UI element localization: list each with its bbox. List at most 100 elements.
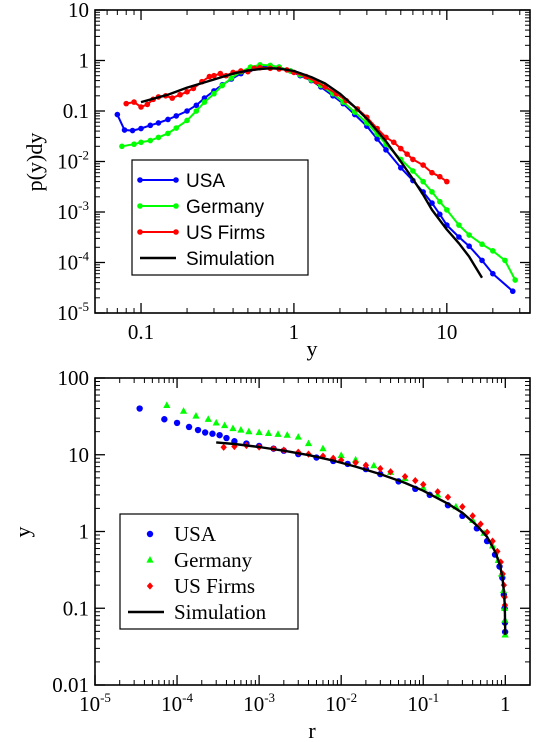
data-point	[437, 198, 443, 205]
data-point	[173, 125, 180, 131]
data-point	[387, 468, 394, 476]
legend-label: US Firms	[186, 223, 265, 244]
legend-label: Simulation	[174, 600, 267, 624]
data-point	[362, 461, 370, 469]
series-simulation	[140, 67, 484, 279]
data-point	[228, 75, 235, 81]
data-point	[231, 442, 238, 451]
y-tick-label: 0.1	[63, 596, 89, 620]
data-point	[184, 117, 190, 124]
data-point	[129, 127, 136, 134]
y-tick-label: 10-5	[57, 299, 89, 325]
chart-panel-2: 10-5 10-4 10-3 10-2 10-1 1 100 10 1 0.1 0.01 r y USAG…	[10, 366, 531, 742]
data-point	[245, 427, 253, 435]
data-point	[429, 200, 435, 206]
data-point	[121, 127, 128, 133]
data-point	[201, 429, 209, 436]
data-point	[147, 122, 154, 129]
legend-label: Simulation	[186, 249, 275, 270]
plot-frame	[94, 9, 531, 314]
data-point	[138, 104, 144, 110]
chart-panel-1: 0.1 1 10 10 1 0.1 10-2 10-3 10-4 10-5 y p(y)dy USA Ge…	[22, 0, 531, 361]
legend-swatch-dot	[137, 203, 143, 209]
legend-swatch-dot	[173, 177, 179, 183]
data-point	[319, 444, 327, 452]
legend-label: US Firms	[174, 574, 255, 598]
data-point	[264, 429, 273, 436]
data-point	[434, 488, 441, 496]
x-tick-label: 10-5	[79, 690, 111, 716]
plot-frame	[94, 377, 531, 686]
data-point	[209, 430, 216, 437]
y-tick-label: 0.01	[52, 673, 89, 697]
x-tick-label: 1	[500, 692, 511, 716]
data-point	[404, 151, 410, 157]
data-point	[193, 108, 200, 114]
data-point	[420, 178, 426, 185]
y-tick-label: 10	[68, 0, 89, 22]
data-point	[131, 99, 137, 105]
data-point	[466, 243, 472, 250]
legend-swatch-dot	[137, 177, 143, 183]
data-point	[136, 405, 143, 412]
y-tick-label: 10	[68, 443, 89, 467]
data-point	[201, 99, 208, 105]
data-point	[173, 113, 180, 119]
data-point	[237, 426, 245, 433]
data-point	[193, 102, 200, 109]
data-point	[169, 95, 176, 101]
data-point	[420, 480, 427, 489]
data-point	[410, 156, 416, 163]
data-point	[429, 169, 435, 176]
legend-swatch	[146, 530, 154, 538]
minor-ticks	[95, 378, 530, 685]
data-point	[211, 72, 217, 79]
data-point	[390, 139, 397, 146]
data-point	[216, 431, 223, 439]
legend-label: USA	[174, 522, 217, 546]
legend-label: Germany	[186, 197, 265, 218]
data-point	[131, 141, 137, 148]
data-point	[165, 130, 171, 137]
data-point	[479, 257, 485, 264]
data-point	[383, 147, 389, 153]
x-axis-label: r	[308, 718, 316, 742]
data-point	[512, 277, 518, 283]
legend: USA Germany US Firms Simulation	[131, 159, 309, 276]
data-point	[490, 248, 496, 254]
data-point	[294, 433, 302, 440]
data-point	[147, 137, 154, 144]
data-point	[274, 430, 282, 437]
data-point	[412, 477, 419, 485]
plot-area	[114, 62, 518, 295]
data-point	[502, 257, 508, 264]
data-point	[459, 503, 466, 511]
data-point	[377, 465, 384, 473]
legend-swatch	[146, 582, 154, 590]
data-point	[429, 189, 435, 195]
y-tick-label: 100	[58, 366, 90, 390]
series-simulation	[216, 441, 507, 635]
data-point	[283, 431, 291, 438]
y-tick-label: 1	[79, 49, 90, 73]
data-point	[490, 270, 496, 277]
y-axis-label: y	[10, 527, 35, 538]
legend-swatch	[146, 556, 154, 563]
legend-swatch-dot	[173, 229, 179, 235]
data-point	[194, 426, 202, 434]
data-point	[192, 411, 200, 419]
y-axis-label: p(y)dy	[22, 133, 47, 192]
series-line	[216, 441, 507, 635]
x-tick-label: 10-1	[407, 690, 439, 716]
x-tick-label: 10	[436, 320, 457, 344]
data-point	[397, 145, 404, 152]
data-point	[444, 493, 452, 501]
data-point	[217, 70, 224, 77]
minor-ticks	[95, 10, 530, 313]
x-tick-label: 10-3	[243, 690, 275, 716]
data-point	[212, 418, 220, 426]
y-tick-label: 0.1	[63, 99, 89, 123]
data-point	[138, 139, 144, 146]
data-point	[177, 91, 183, 98]
